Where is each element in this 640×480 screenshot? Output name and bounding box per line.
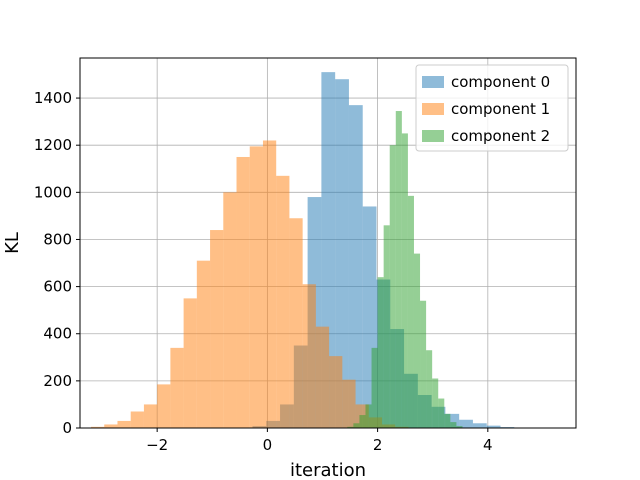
series-1-bars: [91, 140, 409, 428]
histogram-bar: [353, 423, 360, 428]
histogram-bar: [450, 422, 457, 428]
y-tick-label: 800: [43, 230, 72, 248]
histogram-bar: [456, 426, 463, 428]
histogram-bar: [170, 347, 184, 428]
histogram-bar: [389, 145, 396, 428]
histogram-bar: [426, 350, 433, 428]
histogram-bar: [104, 424, 118, 428]
histogram-bar: [432, 378, 439, 428]
legend-swatch: [422, 103, 444, 115]
legend-box: [415, 64, 569, 152]
histogram-bar: [262, 140, 277, 428]
legend: component 0 component 1 component 2: [415, 64, 569, 152]
histogram-bar: [223, 192, 237, 428]
histogram-bar: [157, 384, 171, 428]
series-2-bars: [347, 111, 463, 429]
legend-label: component 1: [451, 100, 550, 118]
x-tick-label: 0: [263, 436, 273, 454]
histogram-bar: [289, 218, 303, 428]
histogram-bar: [401, 133, 408, 429]
legend-label: component 2: [451, 127, 550, 145]
histogram-bar: [371, 347, 378, 428]
histogram-bar: [91, 426, 105, 428]
histogram-bar: [342, 379, 356, 428]
histogram-bar: [117, 420, 131, 428]
y-tick-label: 400: [43, 325, 72, 343]
histogram-bar: [210, 230, 224, 428]
histogram-bar: [329, 356, 343, 428]
x-axis-label: iteration: [290, 460, 366, 480]
histogram-bar: [196, 260, 211, 428]
plot-frame: [79, 57, 577, 429]
histogram-bar: [348, 105, 363, 428]
histogram-bar: [249, 146, 263, 428]
y-tick-label: 200: [43, 372, 72, 390]
y-axis-label: KL: [2, 232, 23, 254]
y-tick-label: 0: [62, 419, 72, 437]
histogram-bar: [359, 415, 366, 428]
x-tick-label: −2: [146, 436, 168, 454]
histogram-bar: [438, 398, 445, 428]
axis-ticks: −2 0 2 4 0 200 400 600 800 1000 1200 1400: [34, 89, 493, 454]
histogram-bar: [486, 425, 501, 428]
histogram-bar: [347, 426, 354, 428]
x-tick-label: 4: [483, 436, 493, 454]
histogram-bar: [472, 423, 487, 428]
histogram-bars: [91, 72, 556, 429]
y-tick-label: 1400: [34, 89, 72, 107]
histogram-bar: [377, 277, 384, 428]
histogram-bar: [383, 225, 390, 428]
histogram-bar: [130, 411, 144, 428]
histogram-bar: [395, 111, 402, 428]
histogram-bar: [459, 419, 473, 428]
x-tick-label: 2: [373, 436, 383, 454]
legend-label: component 0: [451, 73, 550, 91]
histogram-bar: [407, 195, 414, 428]
histogram-bar: [183, 298, 197, 428]
legend-swatch: [422, 130, 444, 142]
legend-swatch: [422, 76, 444, 88]
histogram-bar: [413, 253, 421, 428]
histogram-bar: [444, 413, 451, 428]
histogram-bar: [302, 284, 316, 428]
y-tick-label: 600: [43, 278, 72, 296]
histogram-bar: [335, 79, 349, 428]
histogram-bar: [365, 404, 372, 428]
histogram-bar: [315, 326, 330, 428]
histogram-bar: [420, 300, 427, 428]
y-tick-label: 1200: [34, 136, 72, 154]
y-tick-label: 1000: [34, 183, 72, 201]
histogram-bar: [276, 175, 290, 428]
histogram-bar: [236, 156, 250, 428]
histogram-bar: [143, 404, 158, 428]
